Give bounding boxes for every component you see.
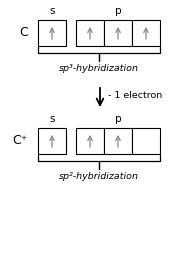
Text: p: p: [115, 6, 121, 16]
Text: s: s: [49, 114, 55, 124]
Bar: [104, 20, 132, 46]
Text: s: s: [49, 6, 55, 16]
Bar: [76, 128, 104, 154]
Bar: [132, 20, 160, 46]
Text: sp³-hybridization: sp³-hybridization: [59, 64, 139, 73]
Bar: [132, 128, 160, 154]
Bar: [38, 20, 66, 46]
Bar: [104, 128, 132, 154]
Text: sp²-hybridization: sp²-hybridization: [59, 172, 139, 181]
Bar: [76, 20, 104, 46]
Text: p: p: [115, 114, 121, 124]
Bar: [38, 128, 66, 154]
Text: - 1 electron: - 1 electron: [108, 91, 162, 100]
Text: C: C: [19, 26, 28, 40]
Text: C⁺: C⁺: [13, 134, 28, 148]
